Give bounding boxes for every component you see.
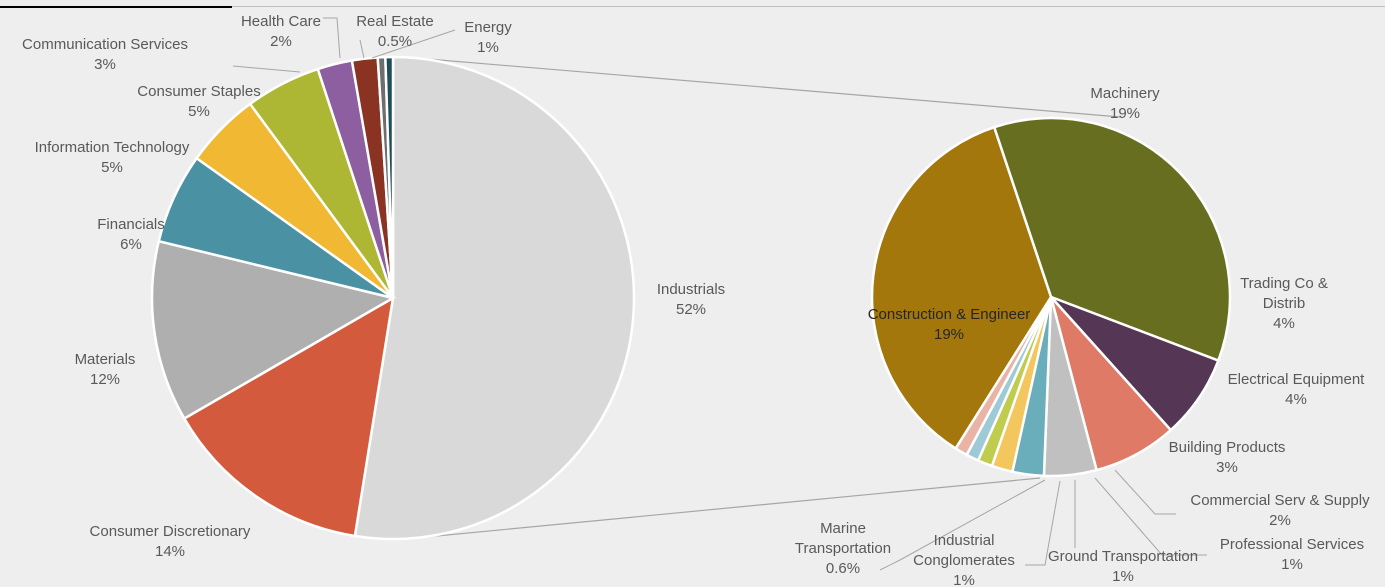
sub-label-ground-transportation-percent: 1%	[1112, 568, 1134, 585]
leader-commercial-serv	[1114, 469, 1176, 515]
sub-label-professional-services: Professional Services 1%	[1220, 536, 1364, 573]
sub-label-machinery: Machinery 19%	[1090, 85, 1160, 122]
sub-label-trading-co-and-distrib-name-line1: Trading Co &	[1240, 275, 1328, 292]
main-label-financials-name: Financials	[97, 216, 165, 233]
label-leader-lines	[232, 17, 1207, 571]
main-label-industrials: Industrials 52%	[657, 281, 725, 318]
sub-label-trading-co-and-distrib-name-line2: Distrib	[1263, 295, 1306, 312]
sub-label-building-products: Building Products 3%	[1169, 439, 1286, 476]
main-slice-consumer-discretionary	[182, 295, 395, 538]
main-label-information-technology-percent: 5%	[101, 159, 123, 176]
main-label-real-estate-percent: 0.5%	[378, 33, 412, 50]
main-label-consumer-staples: Consumer Staples 5%	[137, 83, 260, 120]
sub-label-electrical-equipment-percent: 4%	[1285, 391, 1307, 408]
sub-label-industrial-conglomerates-name-line2: Conglomerates	[913, 552, 1015, 569]
sub-label-construction-and-engineer-name: Construction & Engineer	[868, 306, 1031, 323]
sub-label-industrial-conglomerates: Industrial Conglomerates 1%	[913, 532, 1015, 587]
main-label-communication-services: Communication Services 3%	[22, 36, 188, 73]
sub-label-professional-services-percent: 1%	[1281, 556, 1303, 573]
sub-label-professional-services-name: Professional Services	[1220, 536, 1364, 553]
leader-marine-transportation	[879, 479, 1046, 571]
main-slice-energy	[384, 55, 395, 299]
sub-label-trading-co-and-distrib-percent: 4%	[1273, 315, 1295, 332]
main-label-health-care: Health Care 2%	[241, 13, 321, 50]
sub-label-ground-transportation: Ground Transportation 1%	[1048, 548, 1198, 585]
main-label-health-care-name: Health Care	[241, 13, 321, 30]
main-label-communication-services-name: Communication Services	[22, 36, 188, 53]
leader-energy	[371, 29, 456, 59]
sub-label-commercial-serv-and-supply-percent: 2%	[1269, 512, 1291, 529]
main-label-consumer-discretionary: Consumer Discretionary 14%	[90, 523, 251, 560]
main-label-information-technology-name: Information Technology	[35, 139, 190, 156]
sub-label-marine-transportation-percent: 0.6%	[826, 560, 860, 577]
sub-label-commercial-serv-and-supply: Commercial Serv & Supply 2%	[1190, 492, 1370, 529]
main-label-industrials-percent: 52%	[676, 301, 706, 318]
sub-label-commercial-serv-and-supply-name: Commercial Serv & Supply	[1190, 492, 1370, 509]
main-label-health-care-percent: 2%	[270, 33, 292, 50]
main-label-energy: Energy 1%	[464, 19, 512, 56]
data-labels: Industrials 52% Consumer Discretionary 14% M…	[22, 13, 1370, 587]
connector-top	[415, 57, 1121, 118]
sub-label-building-products-percent: 3%	[1216, 459, 1238, 476]
sub-label-machinery-percent: 19%	[1110, 105, 1140, 122]
sub-label-ground-transportation-name: Ground Transportation	[1048, 548, 1198, 565]
main-label-energy-name: Energy	[464, 19, 512, 36]
sub-slice-machinery	[992, 116, 1232, 363]
sub-label-trading-co-and-distrib: Trading Co & Distrib 4%	[1240, 275, 1328, 332]
sub-label-electrical-equipment-name: Electrical Equipment	[1228, 371, 1366, 388]
sub-label-marine-transportation-name-line1: Marine	[820, 520, 866, 537]
main-label-consumer-discretionary-name: Consumer Discretionary	[90, 523, 251, 540]
main-label-industrials-name: Industrials	[657, 281, 725, 298]
sub-label-industrial-conglomerates-percent: 1%	[953, 572, 975, 587]
main-label-materials-name: Materials	[75, 351, 136, 368]
main-label-consumer-discretionary-percent: 14%	[155, 543, 185, 560]
sub-label-construction-and-engineer-percent: 19%	[934, 326, 964, 343]
main-label-real-estate: Real Estate 0.5%	[356, 13, 434, 50]
main-label-materials: Materials 12%	[75, 351, 136, 388]
pie-connector-lines	[415, 57, 1121, 539]
main-label-consumer-staples-name: Consumer Staples	[137, 83, 260, 100]
leader-professional-services	[1094, 477, 1207, 556]
sub-label-electrical-equipment: Electrical Equipment 4%	[1228, 371, 1366, 408]
connector-bottom	[415, 477, 1041, 539]
header-rule	[232, 6, 1385, 7]
main-slice-industrials	[353, 55, 636, 541]
main-slice-materials	[150, 239, 397, 421]
main-label-financials-percent: 6%	[120, 236, 142, 253]
leader-communication-services	[232, 65, 301, 73]
main-label-materials-percent: 12%	[90, 371, 120, 388]
sub-label-building-products-name: Building Products	[1169, 439, 1286, 456]
main-label-energy-percent: 1%	[477, 39, 499, 56]
main-pie	[150, 55, 636, 541]
sub-slice-construction-and-engineer	[870, 125, 1053, 451]
sub-label-marine-transportation: Marine Transportation 0.6%	[795, 520, 891, 577]
sub-label-machinery-name: Machinery	[1090, 85, 1160, 102]
header-underline	[0, 0, 232, 8]
secondary-pie	[870, 116, 1232, 478]
main-label-financials: Financials 6%	[97, 216, 165, 253]
main-label-communication-services-percent: 3%	[94, 56, 116, 73]
main-label-consumer-staples-percent: 5%	[188, 103, 210, 120]
leader-health-care	[323, 17, 341, 59]
main-label-real-estate-name: Real Estate	[356, 13, 434, 30]
sub-label-marine-transportation-name-line2: Transportation	[795, 540, 891, 557]
sub-label-industrial-conglomerates-name-line1: Industrial	[934, 532, 995, 549]
sub-label-construction-and-engineer: Construction & Engineer 19%	[868, 306, 1031, 343]
leader-real-estate	[359, 39, 365, 59]
leader-industrial-conglomerates	[1025, 480, 1061, 566]
main-label-information-technology: Information Technology 5%	[35, 139, 190, 176]
